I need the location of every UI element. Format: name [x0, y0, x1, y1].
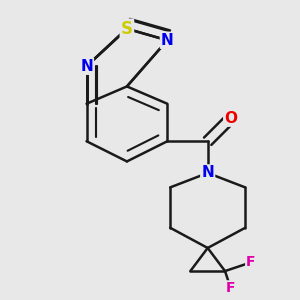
Text: F: F	[246, 255, 256, 269]
Text: N: N	[161, 33, 174, 48]
Text: O: O	[224, 111, 237, 126]
Text: S: S	[121, 20, 133, 38]
Text: F: F	[226, 281, 236, 296]
Text: N: N	[80, 59, 93, 74]
Text: N: N	[201, 166, 214, 181]
